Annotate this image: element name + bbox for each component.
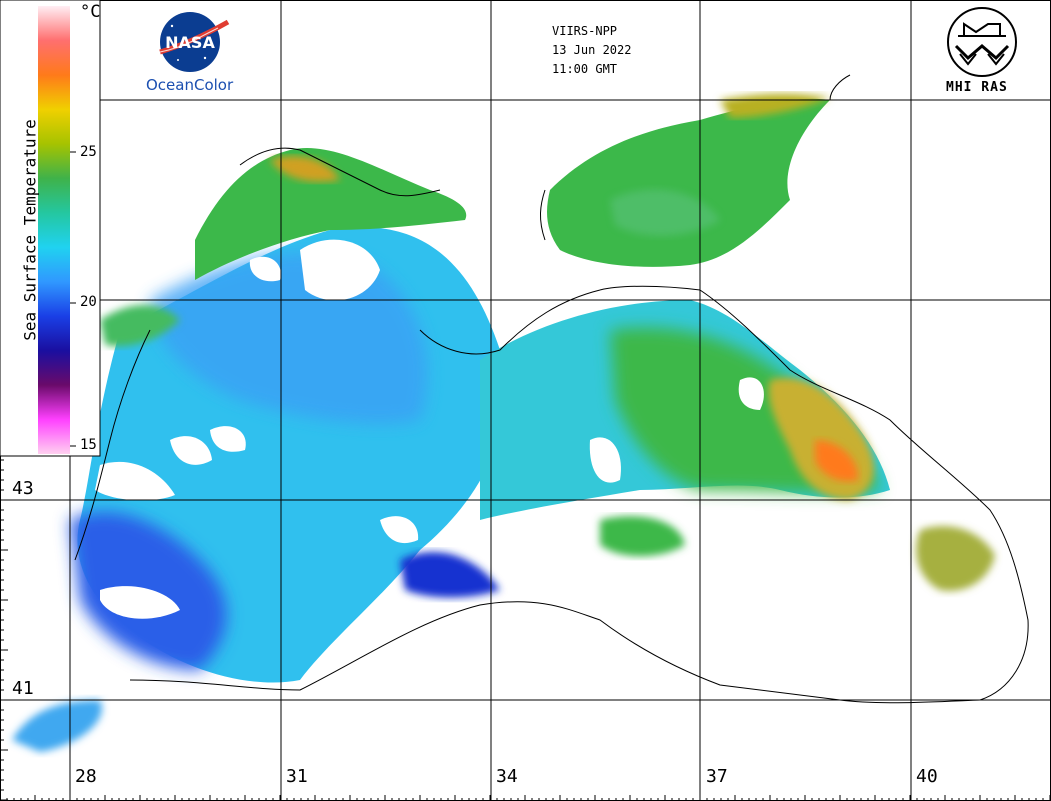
date-label: 13 Jun 2022: [552, 43, 632, 57]
colorbar-unit: °C: [80, 2, 101, 22]
lon-label-37: 37: [706, 766, 728, 787]
colorbar-tick-25: 25: [80, 144, 97, 160]
cloud-mask: [95, 239, 764, 619]
lat-label-41: 41: [12, 678, 34, 699]
coastline: [74, 74, 1029, 704]
lat-label-43: 43: [12, 478, 34, 499]
time-label: 11:00 GMT: [552, 62, 618, 76]
nasa-logo: NASA: [159, 12, 230, 72]
mhi-caption: MHI RAS: [946, 80, 1008, 95]
left-scale-ticks: [0, 459, 8, 801]
nasa-caption: OceanColor: [146, 76, 234, 94]
lon-label-34: 34: [496, 766, 518, 787]
colorbar-tick-15: 15: [80, 437, 97, 453]
mhi-logo: [947, 7, 1017, 77]
lon-label-31: 31: [286, 766, 308, 787]
sst-field-azov: [547, 93, 830, 267]
lon-label-40: 40: [916, 766, 938, 787]
colorbar-tick-20: 20: [80, 294, 97, 310]
sensor-label: VIIRS-NPP: [552, 24, 618, 38]
sst-field-nw-shelf: [100, 148, 467, 347]
lon-label-28: 28: [75, 766, 97, 787]
sst-field-west: [70, 227, 506, 683]
nasa-badge-text: NASA: [165, 33, 215, 52]
pass-info: VIIRS-NPP 13 Jun 2022 11:00 GMT: [552, 22, 631, 79]
colorbar-gradient: [38, 6, 70, 454]
sst-field-marmara: [12, 700, 102, 752]
sst-field-east: [480, 300, 995, 591]
colorbar-title: Sea Surface Temperature: [20, 119, 40, 341]
